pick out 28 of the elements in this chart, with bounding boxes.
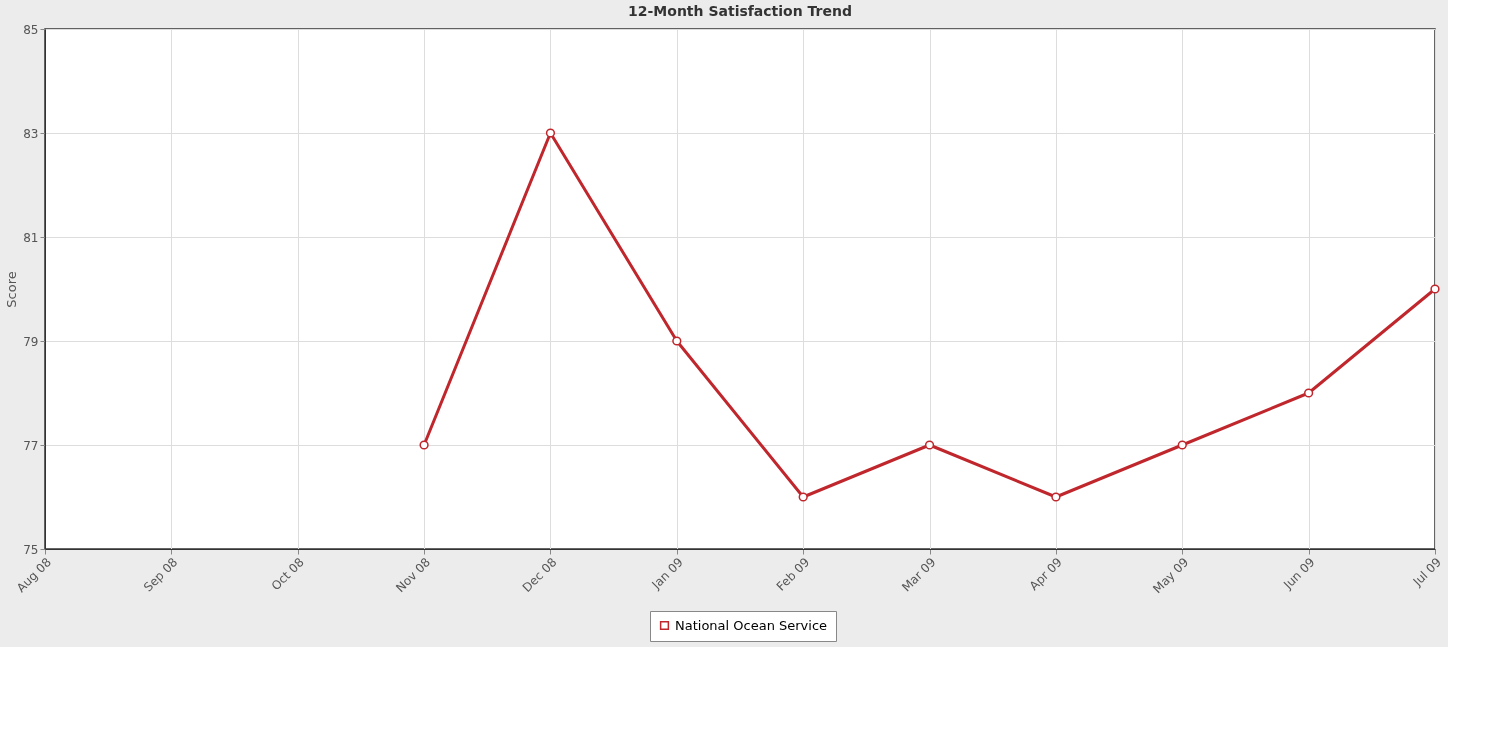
x-tick-label: Oct 08 [268, 555, 307, 594]
point [672, 336, 682, 346]
chart-title: 12-Month Satisfaction Trend [628, 3, 852, 19]
legend-label: National Ocean Service [675, 617, 828, 633]
x-tick-label: Nov 08 [393, 555, 434, 596]
x-tick-label: Dec 08 [519, 555, 560, 595]
x-tick-label: Apr 09 [1026, 555, 1065, 594]
y-axis-title: Score [4, 271, 20, 308]
x-tick-label: Jul 09 [1409, 555, 1444, 590]
y-tick-label: 83 [23, 126, 39, 141]
y-tick-label: 81 [23, 230, 39, 245]
x-tick-label: Jan 09 [648, 555, 686, 593]
x-tick-label: Aug 08 [14, 555, 54, 596]
y-tick-label: 85 [23, 22, 39, 37]
point [1430, 284, 1440, 294]
point [545, 128, 556, 138]
x-tick-label: Feb 09 [773, 555, 813, 594]
point [1177, 440, 1187, 450]
x-tick-label: Jun 09 [1280, 555, 1318, 593]
y-tick-label: 75 [23, 542, 39, 557]
y-tick-label: 79 [23, 334, 39, 349]
point [798, 492, 808, 502]
x-tick-label: Sep 08 [140, 555, 181, 595]
y-tick-label: 77 [23, 438, 39, 453]
point [419, 440, 429, 450]
point [924, 440, 935, 450]
point [1051, 492, 1061, 502]
point [1304, 388, 1314, 398]
